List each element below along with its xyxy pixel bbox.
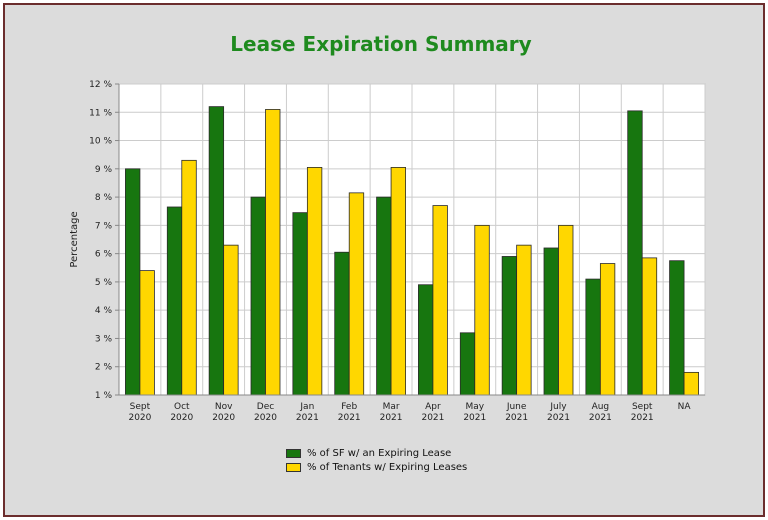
bar-sf (166, 206, 183, 396)
bar-tenants (432, 205, 448, 396)
bar-tenants (390, 167, 406, 396)
chart-title: Lease Expiration Summary (230, 32, 532, 56)
x-tick-label: Aug 2021 (589, 402, 612, 423)
legend-swatch-sf (286, 448, 301, 458)
bar-tenants (558, 224, 574, 396)
bar-tenants (348, 192, 365, 396)
legend-item-sf: % of SF w/ an Expiring Lease (286, 446, 467, 460)
x-tick-label: NA (678, 402, 692, 412)
y-tick-label: 8 % (95, 193, 113, 203)
x-tick-label: July 2021 (547, 402, 570, 423)
legend-item-tenants: % of Tenants w/ Expiring Leases (286, 460, 467, 474)
x-tick-label: Feb 2021 (338, 402, 361, 423)
x-tick-label: Sept 2020 (128, 402, 151, 423)
bar-tenants (223, 244, 239, 396)
bar-sf (292, 212, 308, 396)
y-tick-label: 10 % (89, 137, 112, 147)
y-tick-label: 9 % (95, 165, 113, 175)
bar-tenants (599, 263, 616, 396)
bar-tenants (306, 167, 323, 396)
y-tick-label: 2 % (95, 363, 113, 373)
bar-tenants (516, 244, 532, 396)
bar-sf (334, 251, 350, 396)
bar-sf (418, 284, 434, 396)
bar-tenants (683, 371, 699, 396)
legend-label-sf: % of SF w/ an Expiring Lease (307, 447, 452, 459)
bar-tenants (474, 224, 490, 396)
bar-sf (208, 106, 225, 396)
y-tick-label: 3 % (95, 334, 113, 344)
x-tick-label: Dec 2020 (254, 402, 277, 423)
legend: % of SF w/ an Expiring Lease % of Tenant… (286, 446, 467, 474)
x-tick-label: Nov 2020 (212, 402, 235, 423)
legend-swatch-tenants (286, 462, 301, 472)
bar-sf (376, 196, 392, 396)
bar-sf (543, 247, 559, 396)
x-tick-label: Mar 2021 (380, 402, 403, 423)
x-tick-label: June 2021 (505, 402, 528, 423)
y-tick-label: 7 % (95, 221, 113, 231)
y-tick-label: 5 % (95, 278, 113, 288)
bar-sf (459, 332, 476, 396)
legend-label-tenants: % of Tenants w/ Expiring Leases (307, 461, 468, 473)
y-tick-label: 11 % (89, 108, 112, 118)
y-tick-label: 6 % (95, 250, 113, 260)
bar-sf (250, 196, 266, 396)
x-tick-label: Jan 2021 (296, 402, 319, 423)
bar-sf (501, 256, 518, 396)
y-axis-title: Percentage (69, 211, 80, 267)
bar-tenants (139, 270, 155, 396)
bar-tenants (181, 159, 197, 396)
bar-sf (627, 110, 643, 396)
bar-sf (585, 278, 601, 396)
bar-tenants (641, 257, 658, 396)
bar-sf (669, 260, 685, 396)
y-tick-label: 4 % (95, 306, 113, 316)
x-tick-label: Sept 2021 (631, 402, 654, 423)
x-tick-label: May 2021 (463, 402, 486, 423)
y-tick-label: 1 % (95, 391, 113, 401)
x-tick-label: Oct 2020 (170, 402, 193, 423)
bar-tenants (265, 109, 281, 396)
bar-sf (125, 168, 141, 396)
y-tick-label: 12 % (89, 80, 112, 90)
x-tick-label: Apr 2021 (421, 402, 444, 423)
